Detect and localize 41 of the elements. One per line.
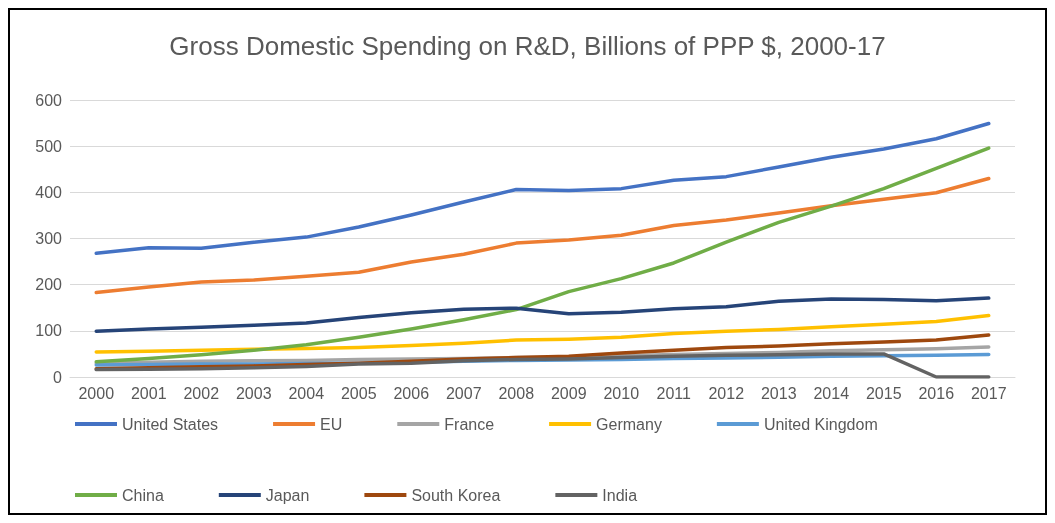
y-tick-label: 300 xyxy=(35,230,63,247)
legend-label: United States xyxy=(122,415,219,433)
x-tick-label: 2016 xyxy=(918,384,955,402)
legend-label: EU xyxy=(320,415,343,433)
x-tick-label: 2012 xyxy=(708,384,745,402)
x-tick-label: 2000 xyxy=(78,384,115,402)
x-tick-label: 2006 xyxy=(393,384,430,402)
legend-label: South Korea xyxy=(411,486,501,504)
x-tick-label: 2001 xyxy=(130,384,167,402)
x-tick-label: 2011 xyxy=(656,384,692,402)
line-series xyxy=(94,146,991,364)
legend-label: Germany xyxy=(596,415,662,433)
y-tick-label: 500 xyxy=(35,137,63,155)
y-tick-label: 200 xyxy=(35,276,63,294)
x-tick-label: 2010 xyxy=(603,384,640,402)
x-tick-label: 2008 xyxy=(498,384,535,402)
x-tick-label: 2003 xyxy=(235,384,272,402)
legend-label: France xyxy=(444,415,495,433)
line-series xyxy=(94,296,991,334)
x-tick-label: 2007 xyxy=(445,384,482,402)
legend-label: Japan xyxy=(265,486,310,504)
y-tick-label: 400 xyxy=(35,183,63,201)
line-series xyxy=(94,121,991,256)
x-tick-label: 2005 xyxy=(340,384,377,402)
line-series xyxy=(94,313,991,354)
line-series xyxy=(94,176,991,295)
x-tick-label: 2009 xyxy=(550,384,587,402)
y-tick-label: 100 xyxy=(35,322,63,340)
y-tick-label: 0 xyxy=(53,368,63,386)
x-tick-label: 2017 xyxy=(970,384,1007,402)
x-tick-label: 2014 xyxy=(813,384,850,402)
legend-label: India xyxy=(602,486,638,504)
legend-label: United Kingdom xyxy=(763,415,878,433)
x-tick-label: 2013 xyxy=(760,384,797,402)
y-tick-label: 600 xyxy=(35,91,63,109)
chart-title: Gross Domestic Spending on R&D, Billions of PPP $, 2000-17 xyxy=(169,31,886,61)
x-tick-label: 2002 xyxy=(183,384,220,402)
x-tick-label: 2004 xyxy=(288,384,325,402)
x-tick-label: 2015 xyxy=(865,384,902,402)
legend-label: China xyxy=(122,486,164,504)
line-series xyxy=(94,352,991,379)
